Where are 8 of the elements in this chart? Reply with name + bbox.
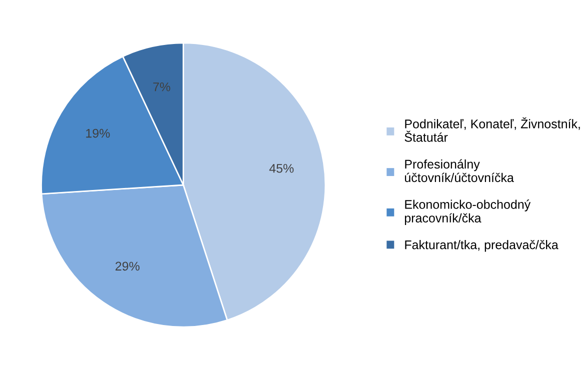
legend-label: Ekonomicko-obchodný pracovník/čka — [404, 200, 531, 225]
legend-label: Podnikateľ, Konateľ, Živnostník, Štatutár — [404, 117, 580, 142]
data-label: 19% — [86, 128, 110, 138]
data-label: 45% — [269, 164, 294, 173]
data-label: 29% — [116, 262, 140, 271]
legend-label: Fakturant/tka, predavač/čka — [405, 240, 558, 252]
legend-label: Profesionálny účtovník/účtovníčka — [404, 159, 514, 182]
data-label: 7% — [153, 82, 170, 92]
